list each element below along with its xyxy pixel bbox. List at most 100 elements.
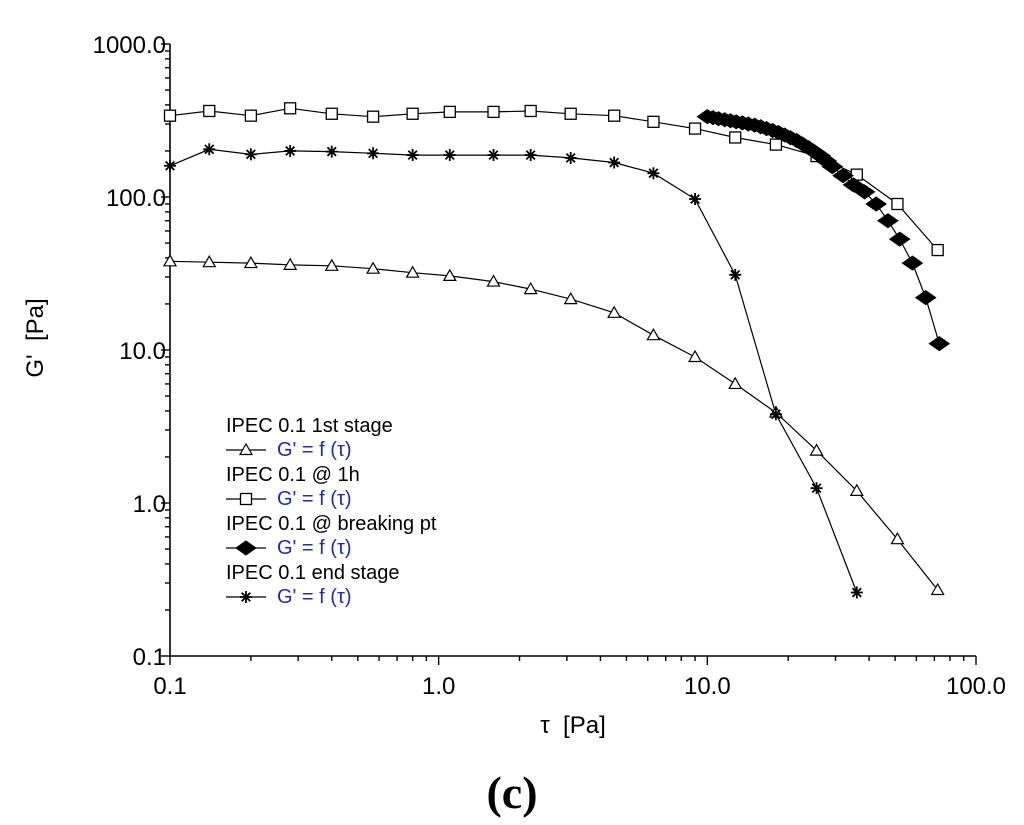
data-point [366,110,380,123]
data-point [810,482,823,495]
data-point [931,243,944,257]
data-point [564,151,577,164]
x-tick-label: 0.1 [153,673,186,700]
data-point [728,376,743,390]
data-point [406,107,419,120]
data-point [842,177,865,193]
legend-marker [235,540,257,556]
data-point [366,261,381,274]
data-point [283,102,297,115]
data-point [487,149,500,162]
data-point [443,105,456,119]
data-point [688,349,703,363]
legend-function-label: G' = f (τ) [277,537,352,559]
y-tick-label: 100.0 [106,185,166,212]
legend-function-label: G' = f (τ) [277,488,352,510]
data-point [524,149,537,162]
legend-series-name: IPEC 0.1 end stage [226,562,399,584]
data-point [809,443,824,456]
data-point [162,254,178,267]
panel-label: (c) [486,767,537,818]
data-point [325,145,338,158]
data-point [487,105,500,119]
y-tick-label: 1.0 [133,491,166,518]
data-point [769,138,783,151]
data-point [729,268,742,281]
x-tick-label: 10.0 [684,673,731,700]
x-tick-label: 1.0 [422,673,455,700]
y-tick-label: 1000.0 [93,32,166,59]
data-point [244,148,257,161]
data-point [849,483,864,496]
x-axis-label: τ [Pa] [540,712,606,739]
legend-series-name: IPEC 0.1 1st stage [226,415,393,437]
series-line-1 [169,260,939,591]
legend-function-label: G' = f (τ) [277,586,352,608]
legend-series-name: IPEC 0.1 @ breaking pt [226,513,437,535]
data-point [608,156,621,169]
data-point [523,281,538,295]
tick-labels: 0.1 1.0 10.0 100.0 0.1 1.0 10.0 100.0 1000.0 [93,32,1006,700]
data-point [647,167,660,180]
data-point [928,336,951,352]
series-line-4 [169,148,858,593]
data-point [930,582,945,596]
data-point [914,289,937,306]
data-point [607,305,622,318]
data-point [563,291,578,305]
y-tick-label: 10.0 [119,338,166,365]
data-point [729,131,742,144]
legend-marker [238,442,254,456]
data-point [832,167,854,184]
data-point [202,254,217,268]
series-markers-2 [163,102,944,257]
data-point [524,104,537,118]
data-point [608,109,621,122]
data-point [324,258,339,271]
data-point [890,531,905,545]
data-point [283,257,298,270]
data-point [164,159,176,172]
y-tick-label: 0.1 [133,644,166,671]
data-point [646,327,661,341]
ticks [161,43,977,665]
legend-series-name: IPEC 0.1 @ 1h [226,464,360,486]
data-point [203,104,216,118]
series-markers-1 [162,254,945,596]
series-markers [162,102,951,599]
data-point [405,265,420,278]
legend-marker [240,591,252,603]
y-axis-label: G' [Pa] [22,298,49,377]
data-point [406,149,419,162]
data-point [647,115,660,128]
data-point [901,255,924,271]
data-point [442,268,457,282]
data-point [877,213,899,229]
series-line-2 [169,107,939,251]
series-markers-3 [696,109,951,352]
data-point [769,408,782,421]
data-point [367,147,380,160]
data-point [243,255,258,269]
data-point [244,109,258,122]
data-point [325,107,338,120]
data-point [564,107,577,120]
data-point [850,586,863,599]
data-point [486,274,501,287]
data-point [688,122,702,135]
data-point [443,149,456,162]
data-point [203,143,216,156]
data-point [163,109,177,122]
data-point [853,184,876,200]
series-markers-4 [164,143,863,599]
data-point [865,196,888,212]
data-point [284,144,297,157]
data-point [689,193,702,206]
x-tick-label: 100.0 [946,673,1006,700]
legend-marker [239,492,253,506]
data-point [891,197,904,211]
legend-function-label: G' = f (τ) [277,439,352,461]
data-point [888,231,911,247]
